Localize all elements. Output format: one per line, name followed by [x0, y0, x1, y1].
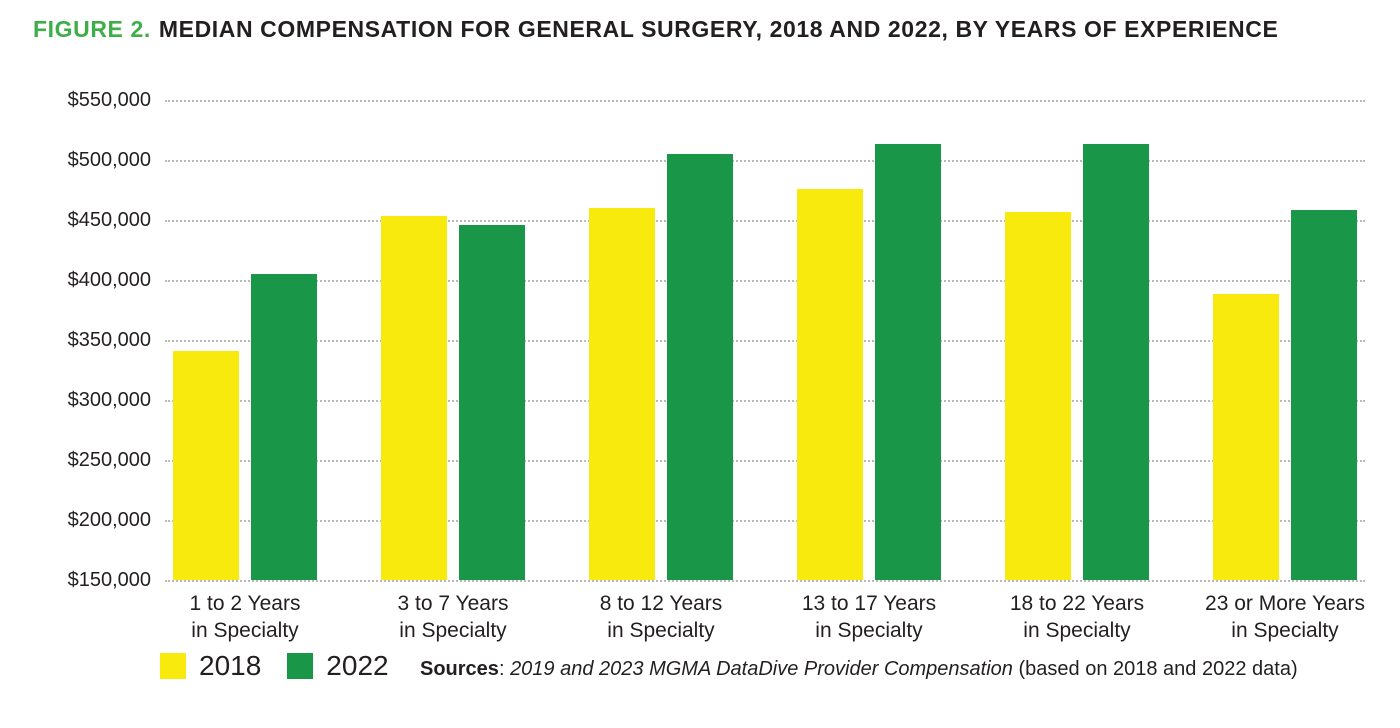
- bar-2022-group-6: [1291, 210, 1357, 580]
- bar-group-3: [589, 100, 733, 580]
- bar-groups-row: [165, 100, 1365, 580]
- plot-area: $550,000 $500,000 $450,000 $400,000 $350,000…: [68, 89, 1365, 591]
- bar-2018-group-5: [1005, 212, 1071, 580]
- legend-item-2018: 2018: [160, 650, 261, 682]
- x-axis-label-6: 23 or More Years in Specialty: [1205, 592, 1365, 642]
- sources-label: Sources: [420, 658, 499, 680]
- gridline: [165, 580, 1365, 582]
- sources-citation: 2019 and 2023 MGMA DataDive Provider Com…: [510, 658, 1013, 680]
- gridline: [165, 100, 1365, 102]
- legend-item-2022: 2022: [287, 650, 389, 682]
- sources-note: Sources: 2019 and 2023 MGMA DataDive Pro…: [420, 656, 1298, 682]
- x-axis-label-5: 18 to 22 Years in Specialty: [1009, 592, 1145, 642]
- bar-2018-group-6: [1213, 294, 1279, 580]
- legend-swatch-2022-icon: [287, 653, 314, 679]
- gridline: [165, 340, 1365, 342]
- bar-group-4: [797, 100, 941, 580]
- y-tick-label: $550,000: [67, 89, 151, 111]
- legend-swatch-2018-icon: [160, 653, 186, 679]
- y-tick-label: $450,000: [67, 209, 151, 231]
- y-tick-label: $150,000: [67, 569, 151, 591]
- gridline: [165, 400, 1365, 402]
- bar-2018-group-4: [797, 189, 863, 580]
- x-axis-label-1: 1 to 2 Years in Specialty: [189, 592, 301, 642]
- legend-label-2018: 2018: [199, 650, 262, 681]
- bar-2018-group-3: [589, 208, 655, 580]
- x-axis-label-4: 13 to 17 Years in Specialty: [801, 592, 937, 642]
- bar-group-1: [173, 100, 317, 580]
- bar-2022-group-5: [1083, 144, 1149, 580]
- legend-label-2022: 2022: [326, 650, 389, 681]
- y-tick-label: $200,000: [67, 509, 151, 531]
- bar-2022-group-1: [251, 274, 317, 580]
- bar-group-2: [381, 100, 525, 580]
- bar-2018-group-1: [173, 351, 239, 580]
- figure-title: FIGURE 2. MEDIAN COMPENSATION FOR GENERAL…: [33, 16, 1278, 43]
- chart-legend: 2018 2022: [160, 650, 389, 682]
- y-tick-label: $250,000: [67, 449, 151, 471]
- x-axis-label-2: 3 to 7 Years in Specialty: [397, 592, 509, 642]
- gridline: [165, 160, 1365, 162]
- bar-2018-group-2: [381, 216, 447, 580]
- gridline: [165, 280, 1365, 282]
- bar-2022-group-3: [667, 154, 733, 580]
- bar-2022-group-4: [875, 144, 941, 580]
- gridline: [165, 520, 1365, 522]
- bar-2022-group-2: [459, 225, 525, 580]
- sources-colon: :: [498, 658, 511, 680]
- y-tick-label: $300,000: [67, 389, 151, 411]
- x-axis-label-3: 8 to 12 Years in Specialty: [599, 592, 723, 642]
- figure-title-accent: FIGURE 2.: [33, 16, 151, 42]
- gridline: [165, 460, 1365, 462]
- bar-group-6: [1213, 100, 1357, 580]
- bar-group-5: [1005, 100, 1149, 580]
- figure-title-text: MEDIAN COMPENSATION FOR GENERAL SURGERY,…: [158, 16, 1279, 42]
- sources-suffix: (based on 2018 and 2022 data): [1012, 658, 1298, 680]
- y-tick-label: $500,000: [67, 149, 151, 171]
- y-tick-label: $350,000: [67, 329, 151, 351]
- y-tick-label: $400,000: [67, 269, 151, 291]
- gridline: [165, 220, 1365, 222]
